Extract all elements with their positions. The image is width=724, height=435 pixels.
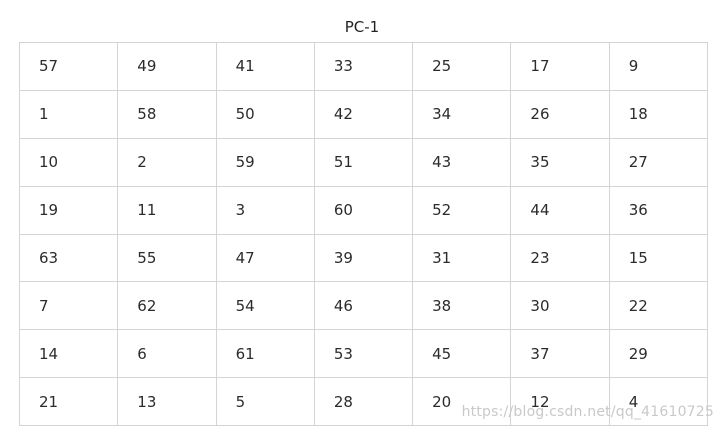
table-cell: 29 xyxy=(608,329,709,379)
table-body: 57 49 41 33 25 17 9 1 58 50 42 34 26 18 10 2 59 51 43 35 27 1… xyxy=(18,42,709,426)
table-cell: 31 xyxy=(412,233,512,283)
table-cell: 38 xyxy=(412,281,512,331)
table-cell: 33 xyxy=(313,42,414,91)
table-cell: 44 xyxy=(510,185,610,235)
table-cell: 55 xyxy=(117,233,217,283)
table-cell: 28 xyxy=(313,377,414,426)
table-cell: 60 xyxy=(313,185,414,235)
table-row: 7 62 54 46 38 30 22 xyxy=(18,281,709,331)
table-cell: 10 xyxy=(18,137,119,187)
table-cell: 63 xyxy=(18,233,119,283)
table-cell: 50 xyxy=(215,89,315,139)
table-cell: 34 xyxy=(412,89,512,139)
table-cell: 57 xyxy=(18,42,119,91)
table-cell: 3 xyxy=(215,185,315,235)
table-cell: 17 xyxy=(510,42,610,91)
table-cell: 37 xyxy=(510,329,610,379)
table-cell: 41 xyxy=(215,42,315,91)
table-cell: 62 xyxy=(117,281,217,331)
table-cell: 20 xyxy=(412,377,512,426)
table-row: 57 49 41 33 25 17 9 xyxy=(18,42,709,91)
table-cell: 11 xyxy=(117,185,217,235)
table-cell: 7 xyxy=(18,281,119,331)
table-cell: 1 xyxy=(18,89,119,139)
table-row: 14 6 61 53 45 37 29 xyxy=(18,329,709,379)
table-row: 1 58 50 42 34 26 18 xyxy=(18,89,709,139)
table-cell: 49 xyxy=(117,42,217,91)
table-cell: 58 xyxy=(117,89,217,139)
table-cell: 53 xyxy=(313,329,414,379)
table-cell: 27 xyxy=(608,137,709,187)
table-cell: 52 xyxy=(412,185,512,235)
table-cell: 46 xyxy=(313,281,414,331)
table-cell: 39 xyxy=(313,233,414,283)
table-cell: 9 xyxy=(608,42,709,91)
table-cell: 26 xyxy=(510,89,610,139)
table-cell: 35 xyxy=(510,137,610,187)
table-cell: 51 xyxy=(313,137,414,187)
table-cell: 19 xyxy=(18,185,119,235)
table-cell: 12 xyxy=(510,377,610,426)
table-cell: 18 xyxy=(608,89,709,139)
table-cell: 42 xyxy=(313,89,414,139)
table-cell: 22 xyxy=(608,281,709,331)
table-row: 19 11 3 60 52 44 36 xyxy=(18,185,709,235)
table-caption: PC-1 xyxy=(344,18,380,36)
table-row: 10 2 59 51 43 35 27 xyxy=(18,137,709,187)
pc1-permutation-table: 57 49 41 33 25 17 9 1 58 50 42 34 26 18 10 2 59 51 43 35 27 1… xyxy=(18,42,709,426)
table-cell: 2 xyxy=(117,137,217,187)
table-cell: 13 xyxy=(117,377,217,426)
table-cell: 15 xyxy=(608,233,709,283)
table-cell: 47 xyxy=(215,233,315,283)
table-cell: 36 xyxy=(608,185,709,235)
table-cell: 25 xyxy=(412,42,512,91)
table-cell: 59 xyxy=(215,137,315,187)
watermark-text: https://blog.csdn.net/qq_41610725 xyxy=(461,404,714,420)
table-cell: 4 xyxy=(608,377,709,426)
table-cell: 6 xyxy=(117,329,217,379)
table-cell: 45 xyxy=(412,329,512,379)
table-row: 63 55 47 39 31 23 15 xyxy=(18,233,709,283)
table-cell: 43 xyxy=(412,137,512,187)
table-cell: 23 xyxy=(510,233,610,283)
table-cell: 14 xyxy=(18,329,119,379)
table-cell: 30 xyxy=(510,281,610,331)
table-row: 21 13 5 28 20 12 4 xyxy=(18,377,709,426)
table-cell: 61 xyxy=(215,329,315,379)
table-cell: 5 xyxy=(215,377,315,426)
table-cell: 54 xyxy=(215,281,315,331)
table-cell: 21 xyxy=(18,377,119,426)
